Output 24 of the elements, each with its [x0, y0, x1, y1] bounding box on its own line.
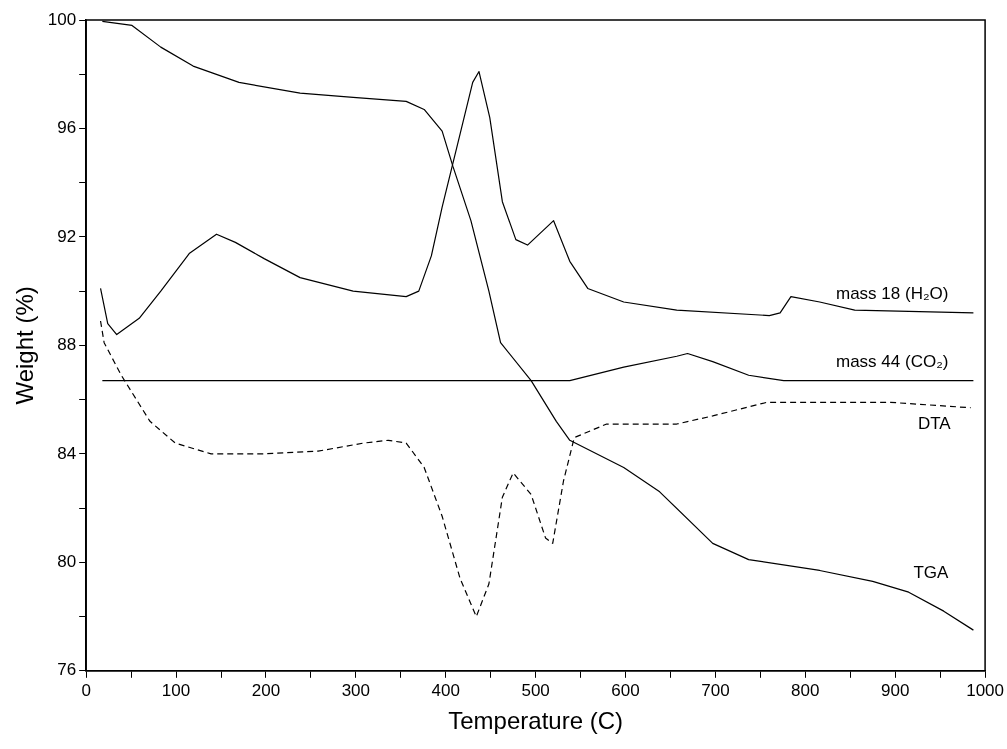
x-tick-label: 800: [791, 680, 820, 700]
x-tick-label: 200: [251, 680, 281, 700]
series-label: mass 18 (H₂O): [836, 284, 949, 304]
series-label: TGA: [913, 563, 950, 583]
x-tick-label: 500: [521, 680, 550, 700]
y-tick-label: 84: [57, 443, 77, 463]
x-tick-label: 100: [161, 680, 191, 700]
y-tick-label: 80: [57, 552, 77, 572]
x-tick-label: 300: [341, 680, 371, 700]
y-axis-title: Weight (%): [11, 286, 39, 405]
x-tick-label: 700: [701, 680, 730, 700]
x-tick-label: 400: [431, 680, 460, 700]
y-tick-label: 92: [57, 226, 77, 246]
y-tick-label: 100: [47, 9, 77, 29]
y-tick-label: 76: [57, 660, 77, 680]
x-axis-title: Temperature (C): [448, 707, 623, 735]
y-tick-label: 96: [57, 118, 77, 138]
x-tick-label: 1000: [966, 680, 1004, 700]
x-tick-label: 900: [881, 680, 910, 700]
x-tick-label: 600: [611, 680, 640, 700]
series-label: mass 44 (CO₂): [836, 351, 949, 371]
x-tick-label: 0: [81, 680, 91, 700]
y-tick-label: 88: [57, 335, 77, 355]
series-label: DTA: [917, 413, 952, 433]
